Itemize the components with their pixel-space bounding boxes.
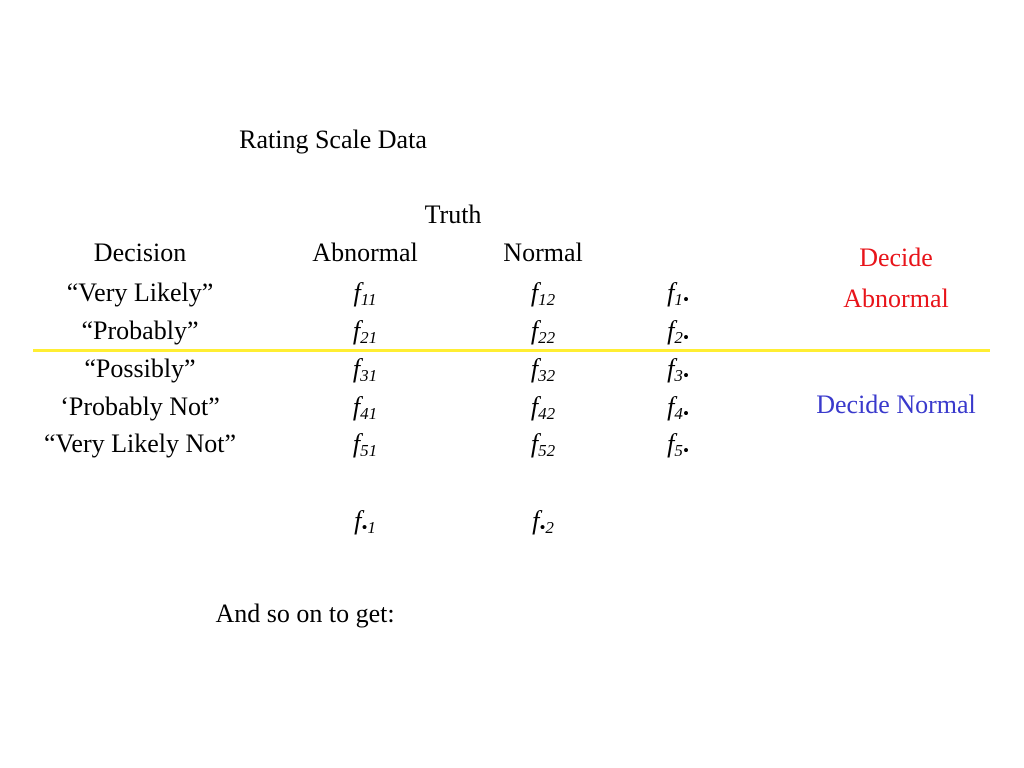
symbol: f: [530, 354, 539, 383]
symbol: f: [667, 429, 675, 458]
cell: f22: [531, 312, 555, 350]
symbol: f: [667, 354, 675, 383]
cell: f4•: [667, 388, 689, 426]
cell: f52: [531, 425, 555, 463]
subscript: 11: [360, 290, 377, 309]
decision-label: ‘Probably Not”: [60, 392, 220, 421]
symbol: f: [530, 392, 539, 421]
subscript: 1•: [674, 290, 689, 309]
title: Rating Scale Data: [239, 125, 427, 154]
symbol: f: [667, 316, 675, 345]
symbol: f: [530, 278, 539, 307]
subscript: 31: [360, 366, 378, 385]
decision-label: “Possibly”: [84, 354, 196, 383]
cell: f51: [353, 425, 377, 463]
column-header: Normal: [503, 238, 583, 267]
column-header: Abnormal: [312, 238, 418, 267]
subscript: 21: [360, 328, 378, 347]
cell: f•2: [532, 502, 554, 540]
subscript: •2: [539, 518, 554, 537]
decision-label: “Very Likely”: [66, 278, 214, 307]
subscript: 32: [538, 366, 556, 385]
subscript: 42: [538, 404, 556, 423]
cell: f31: [353, 350, 377, 388]
symbol: f: [667, 392, 675, 421]
subscript: 5•: [674, 441, 689, 460]
symbol: f: [354, 506, 362, 535]
subscript: 51: [360, 441, 378, 460]
cell: f32: [531, 350, 555, 388]
side-label: Decide Normal: [816, 390, 976, 419]
side-label: Decide Abnormal: [843, 243, 949, 313]
symbol: f: [530, 429, 539, 458]
cell: f12: [531, 274, 555, 312]
symbol: f: [352, 392, 361, 421]
cell: f42: [531, 388, 555, 426]
symbol: f: [530, 316, 539, 345]
cell: f2•: [667, 312, 689, 350]
cell: f•1: [354, 502, 376, 540]
symbol: f: [352, 429, 361, 458]
cell: f41: [353, 388, 377, 426]
symbol: f: [667, 278, 675, 307]
cell: f21: [353, 312, 377, 350]
symbol: f: [353, 278, 361, 307]
subscript: •1: [361, 518, 376, 537]
threshold-line: [33, 349, 990, 352]
subscript: 2•: [674, 328, 689, 347]
cell: f5•: [667, 425, 689, 463]
column-header: Decision: [93, 238, 187, 267]
subscript: 12: [538, 290, 556, 309]
subscript: 52: [538, 441, 556, 460]
decision-label: “Very Likely Not”: [43, 429, 237, 458]
subscript: 4•: [674, 404, 689, 423]
cell: f1•: [667, 274, 689, 312]
footer: And so on to get:: [215, 599, 395, 628]
subscript: 41: [360, 404, 378, 423]
symbol: f: [532, 506, 540, 535]
symbol: f: [352, 316, 361, 345]
subscript: 22: [538, 328, 556, 347]
subscript: 3•: [674, 366, 689, 385]
cell: f11: [354, 274, 377, 312]
cell: f3•: [667, 350, 689, 388]
symbol: f: [352, 354, 361, 383]
truth-label: Truth: [424, 200, 482, 229]
decision-label: “Probably”: [81, 316, 199, 345]
